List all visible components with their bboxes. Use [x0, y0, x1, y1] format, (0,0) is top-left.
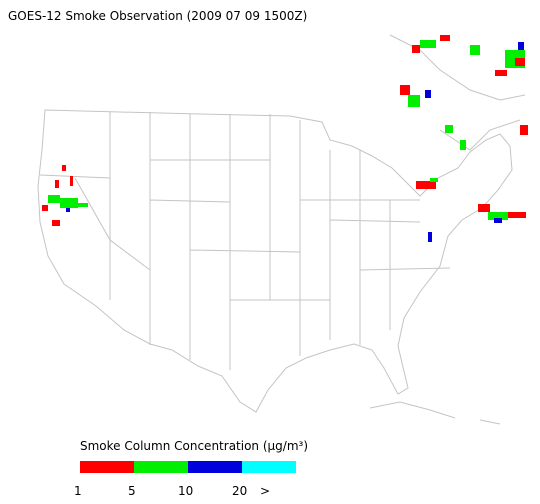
smoke — [478, 204, 490, 212]
colorbar-tick-label: 20 — [232, 484, 247, 498]
state-lines — [39, 112, 451, 370]
smoke — [430, 178, 438, 182]
legend-title: Smoke Column Concentration (μg/m³) — [80, 439, 308, 453]
colorbar-segment — [242, 461, 296, 473]
smoke — [445, 125, 453, 133]
smoke — [520, 125, 528, 135]
smoke — [55, 180, 59, 188]
colorbar-tick-label: > — [260, 484, 270, 498]
smoke — [508, 212, 526, 218]
smoke — [494, 218, 502, 223]
colorbar-segment — [188, 461, 242, 473]
smoke — [460, 140, 466, 150]
smoke — [515, 58, 525, 66]
smoke — [420, 40, 436, 48]
colorbar-tick-label: 1 — [74, 484, 82, 498]
colorbar-segment — [134, 461, 188, 473]
colorbar-tick-label: 10 — [178, 484, 193, 498]
country-outline — [37, 109, 513, 413]
smoke — [48, 195, 60, 203]
smoke — [52, 220, 60, 226]
smoke — [66, 208, 70, 212]
canada-coast — [389, 34, 526, 151]
smoke — [488, 212, 508, 220]
smoke — [495, 70, 507, 76]
colorbar-tick-label: 5 — [128, 484, 136, 498]
title: GOES-12 Smoke Observation (2009 07 09 15… — [8, 9, 307, 23]
smoke — [428, 232, 432, 242]
smoke — [70, 176, 73, 186]
colorbar: 1 5 10 20 > — [74, 461, 296, 498]
smoke — [62, 165, 66, 171]
smoke — [42, 205, 48, 211]
smoke — [408, 95, 420, 107]
smoke-pixels — [42, 35, 528, 242]
smoke — [518, 42, 524, 50]
smoke — [425, 90, 431, 98]
smoke — [78, 203, 88, 207]
smoke — [400, 85, 410, 95]
smoke — [412, 45, 420, 53]
colorbar-segment — [80, 461, 134, 473]
smoke — [416, 181, 436, 189]
smoke — [470, 45, 480, 55]
caribbean — [369, 401, 501, 425]
smoke — [440, 35, 450, 41]
smoke — [60, 198, 78, 208]
